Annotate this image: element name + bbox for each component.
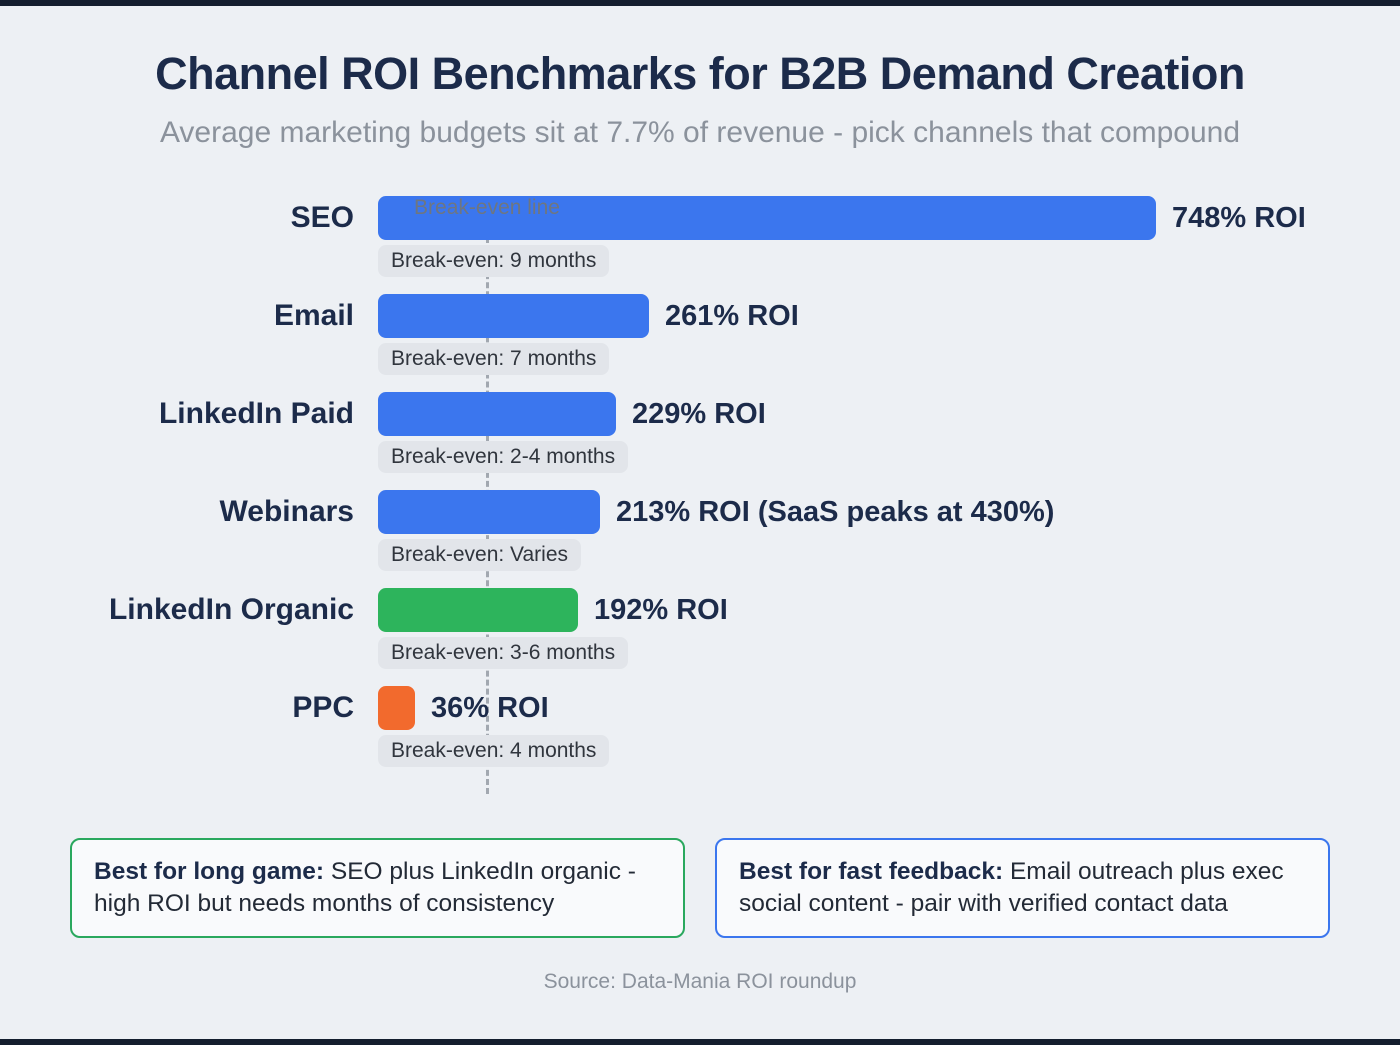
chart-row: LinkedIn Organic 192% ROI Break-even: 3-6 … xyxy=(0,588,1400,669)
callout-fast-feedback-lead: Best for fast feedback: xyxy=(739,858,1004,885)
roi-bar-chart: Break-even line SEO 748% ROI Break-even: 9… xyxy=(0,196,1400,808)
top-border xyxy=(0,0,1400,6)
callout-long-game-text: SEO plus LinkedIn organic - high ROI but… xyxy=(94,858,636,917)
callouts: Best for long game: SEO plus LinkedIn or… xyxy=(0,838,1400,938)
category-label: Email xyxy=(273,299,354,332)
bottom-border xyxy=(0,1039,1400,1045)
category-label: SEO xyxy=(290,201,354,234)
bar-line: 36% ROI xyxy=(378,686,1400,730)
row-body: 748% ROI Break-even: 9 months xyxy=(378,196,1400,277)
footer: Source: Data-Mania ROI roundup xyxy=(0,970,1400,994)
category-label: LinkedIn Paid xyxy=(158,397,354,430)
break-even-pill: Break-even: 2-4 months xyxy=(378,441,629,473)
category-label: Webinars xyxy=(219,495,355,528)
row-body: 192% ROI Break-even: 3-6 months xyxy=(378,588,1400,669)
roi-bar xyxy=(378,588,578,632)
callout-long-game-lead: Best for long game: xyxy=(94,858,325,885)
break-even-line-label: Break-even line xyxy=(414,196,560,219)
break-even-pill: Break-even: 9 months xyxy=(378,245,610,277)
chart-row: SEO 748% ROI Break-even: 9 months xyxy=(0,196,1400,277)
roi-value-label: 213% ROI (SaaS peaks at 430%) xyxy=(616,495,1055,528)
chart-row: Email 261% ROI Break-even: 7 months xyxy=(0,294,1400,375)
roi-bar xyxy=(378,294,649,338)
category-label: LinkedIn Organic xyxy=(108,593,354,626)
roi-bar xyxy=(378,686,415,730)
header: Channel ROI Benchmarks for B2B Demand Cr… xyxy=(0,0,1400,150)
chart-row: LinkedIn Paid 229% ROI Break-even: 2-4 mon… xyxy=(0,392,1400,473)
roi-bar xyxy=(378,490,600,534)
roi-value-label: 261% ROI xyxy=(665,299,799,332)
break-even-pill: Break-even: Varies xyxy=(378,539,582,571)
chart-row: Webinars 213% ROI (SaaS peaks at 430%) Bre… xyxy=(0,490,1400,571)
roi-bar xyxy=(378,392,616,436)
break-even-pill: Break-even: 7 months xyxy=(378,343,610,375)
break-even-pill: Break-even: 3-6 months xyxy=(378,637,629,669)
bar-line: 213% ROI (SaaS peaks at 430%) xyxy=(378,490,1400,534)
bar-line: 748% ROI xyxy=(378,196,1400,240)
row-body: 261% ROI Break-even: 7 months xyxy=(378,294,1400,375)
callout-fast-feedback: Best for fast feedback: Email outreach p… xyxy=(715,838,1330,938)
category-label: PPC xyxy=(292,691,354,724)
roi-value-label: 36% ROI xyxy=(431,691,549,724)
chart-rows: SEO 748% ROI Break-even: 9 months Email 261%… xyxy=(0,196,1400,767)
callout-long-game: Best for long game: SEO plus LinkedIn or… xyxy=(70,838,685,938)
roi-value-label: 748% ROI xyxy=(1172,201,1306,234)
callout-fast-feedback-text: Email outreach plus exec social content … xyxy=(739,858,1284,917)
row-body: 36% ROI Break-even: 4 months xyxy=(378,686,1400,767)
page-title: Channel ROI Benchmarks for B2B Demand Cr… xyxy=(155,48,1245,99)
source-note: Source: Data-Mania ROI roundup xyxy=(543,969,857,993)
break-even-pill: Break-even: 4 months xyxy=(378,735,610,767)
roi-value-label: 192% ROI xyxy=(594,593,728,626)
bar-line: 261% ROI xyxy=(378,294,1400,338)
bar-line: 229% ROI xyxy=(378,392,1400,436)
chart-row: PPC 36% ROI Break-even: 4 months xyxy=(0,686,1400,767)
page-subtitle: Average marketing budgets sit at 7.7% of… xyxy=(159,116,1241,149)
bar-line: 192% ROI xyxy=(378,588,1400,632)
roi-value-label: 229% ROI xyxy=(632,397,766,430)
row-body: 229% ROI Break-even: 2-4 months xyxy=(378,392,1400,473)
row-body: 213% ROI (SaaS peaks at 430%) Break-even:… xyxy=(378,490,1400,571)
roi-bar xyxy=(378,196,1156,240)
